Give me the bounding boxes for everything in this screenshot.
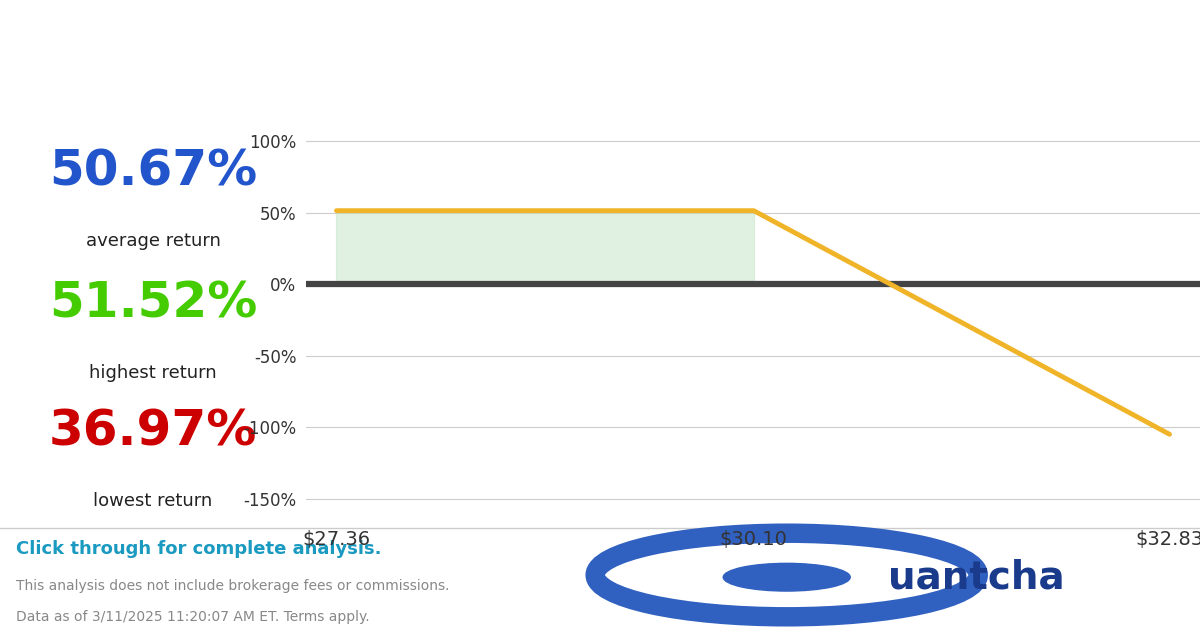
Text: highest return: highest return xyxy=(89,364,217,382)
Text: average return: average return xyxy=(85,232,221,250)
Text: 51.52%: 51.52% xyxy=(49,280,257,328)
Circle shape xyxy=(724,563,851,591)
Text: 36.97%: 36.97% xyxy=(49,408,257,456)
Text: Bear Call Spread analysis for $27.64-$30.24 model on 17-Apr-2025: Bear Call Spread analysis for $27.64-$30… xyxy=(16,84,684,107)
Text: This analysis does not include brokerage fees or commissions.: This analysis does not include brokerage… xyxy=(16,580,449,593)
Text: Data as of 3/11/2025 11:20:07 AM ET. Terms apply.: Data as of 3/11/2025 11:20:07 AM ET. Ter… xyxy=(16,610,370,624)
Text: Click through for complete analysis.: Click through for complete analysis. xyxy=(16,540,382,558)
Text: uantcha: uantcha xyxy=(888,558,1064,596)
Text: CSX (CSX): CSX (CSX) xyxy=(16,26,256,69)
Text: 50.67%: 50.67% xyxy=(49,148,257,196)
Text: lowest return: lowest return xyxy=(94,492,212,510)
